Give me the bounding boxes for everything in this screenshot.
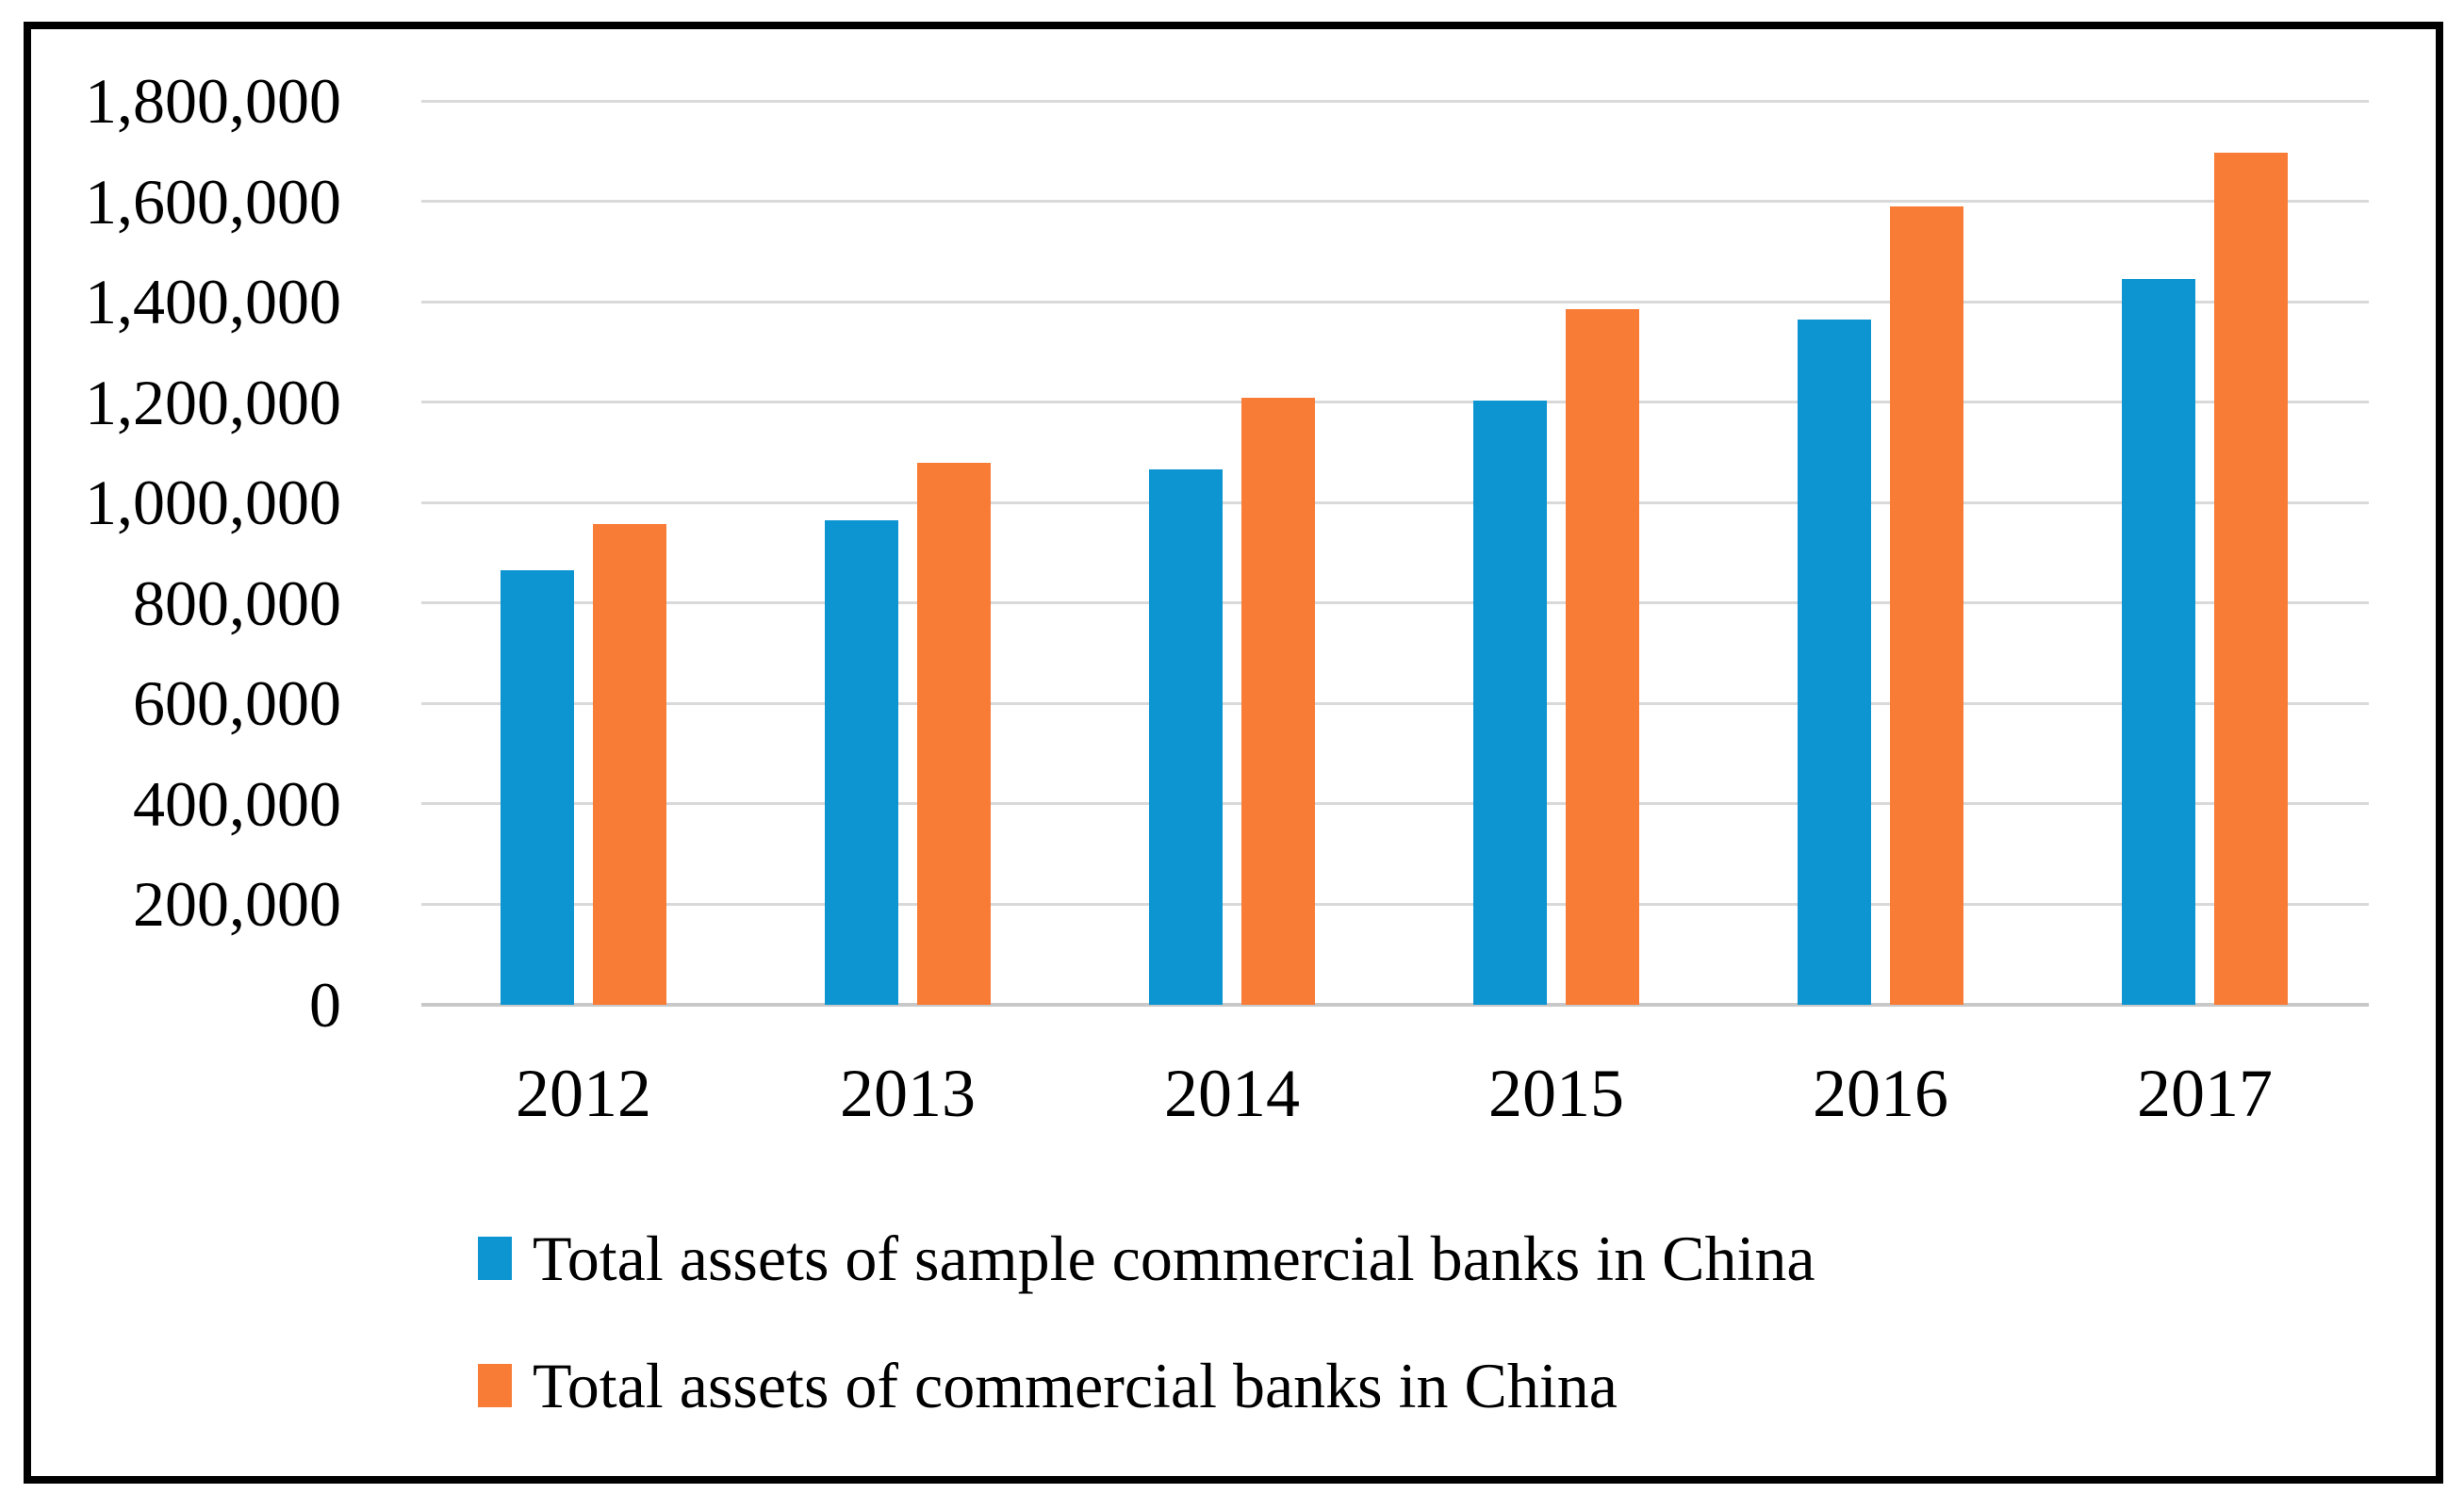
bar-series0-2015 [1473, 400, 1547, 1005]
gridline [421, 802, 2369, 806]
y-tick-label: 0 [309, 969, 341, 1041]
gridline [421, 501, 2369, 504]
bar-series1-2015 [1566, 309, 1639, 1005]
chart-frame [24, 22, 2443, 1484]
x-tick-label: 2014 [1164, 1056, 1300, 1131]
bar-series0-2013 [825, 519, 898, 1005]
bar-series0-2016 [1798, 320, 1871, 1005]
gridline [421, 300, 2369, 304]
y-tick-label: 800,000 [133, 566, 341, 639]
x-tick-label: 2016 [1813, 1056, 1948, 1131]
y-tick-label: 600,000 [133, 667, 341, 740]
gridline [421, 200, 2369, 204]
bar-series0-2012 [501, 570, 574, 1005]
legend-label-series1: Total assets of commercial banks in Chin… [533, 1350, 1618, 1421]
bar-series0-2017 [2122, 278, 2195, 1005]
gridline [421, 99, 2369, 103]
legend-swatch-series0 [478, 1237, 512, 1280]
bar-series1-2016 [1890, 205, 1963, 1005]
gridline [421, 902, 2369, 906]
bar-series0-2014 [1149, 469, 1223, 1005]
x-axis-line [421, 1003, 2369, 1007]
bar-series1-2017 [2214, 153, 2288, 1005]
x-tick-label: 2017 [2137, 1056, 2273, 1131]
y-tick-label: 1,400,000 [85, 266, 341, 338]
x-tick-label: 2012 [516, 1056, 651, 1131]
y-tick-label: 200,000 [133, 868, 341, 941]
x-tick-label: 2015 [1488, 1056, 1624, 1131]
gridline [421, 601, 2369, 605]
gridline [421, 401, 2369, 404]
y-tick-label: 400,000 [133, 767, 341, 840]
bar-series1-2014 [1241, 397, 1315, 1005]
y-tick-label: 1,800,000 [85, 65, 341, 137]
y-tick-label: 1,600,000 [85, 165, 341, 238]
y-tick-label: 1,200,000 [85, 366, 341, 438]
x-tick-label: 2013 [840, 1056, 976, 1131]
legend-swatch-series1 [478, 1364, 512, 1407]
y-tick-label: 1,000,000 [85, 467, 341, 539]
legend-label-series0: Total assets of sample commercial banks … [533, 1223, 1815, 1294]
bar-series1-2013 [917, 462, 991, 1005]
bar-series1-2012 [593, 524, 666, 1005]
gridline [421, 701, 2369, 705]
